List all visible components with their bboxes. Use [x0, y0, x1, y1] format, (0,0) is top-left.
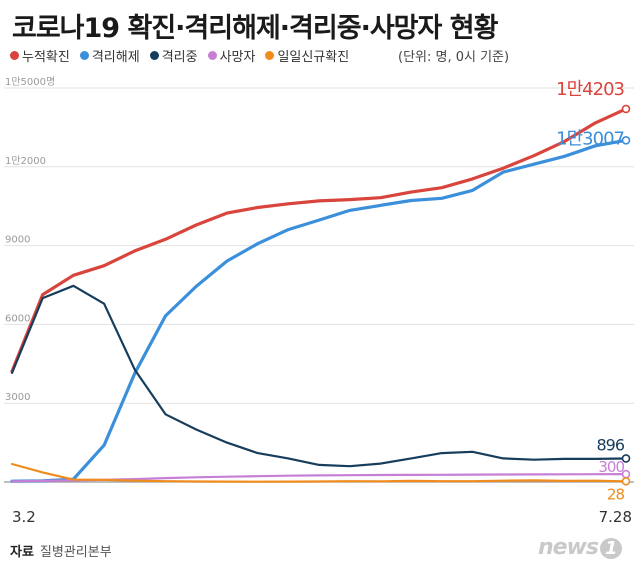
series-line — [10, 284, 628, 468]
series-line — [10, 138, 628, 483]
label-layer: 3.2 7.28 1만4203 1만3007 896 300 28 — [12, 79, 632, 526]
series-end-point — [621, 454, 631, 463]
unit-note: (단위: 명, 0시 기준) — [398, 50, 510, 65]
series-end-point — [621, 136, 631, 145]
y-tick-label: 3000 — [5, 392, 30, 403]
legend-item-deaths: 사망자 — [207, 46, 256, 65]
series-end-label: 1만4203 — [556, 79, 624, 100]
source-note: 자료 질병관리본부 — [10, 541, 112, 560]
y-tick-label: 6000 — [5, 313, 30, 324]
series-end-point — [621, 476, 631, 486]
legend-item-isolated: 격리중 — [149, 46, 198, 65]
source-label: 자료 — [10, 545, 34, 560]
logo-text: news — [538, 535, 599, 560]
legend-swatch — [265, 51, 275, 60]
legend-label: 사망자 — [219, 50, 256, 65]
legend-swatch — [79, 51, 89, 60]
series-end-label: 28 — [607, 485, 625, 503]
legend-item-cumulative: 누적확진 — [10, 46, 70, 65]
series-layer — [10, 104, 631, 486]
series-end-label: 1만3007 — [556, 128, 624, 149]
legend-item-daily: 일일신규확진 — [265, 46, 349, 65]
grid-layer: 3000 6000 9000 1만2000 1만5000명 — [4, 76, 634, 483]
legend-label: 누적확진 — [22, 50, 70, 65]
y-tick-label: 1만5000명 — [5, 76, 55, 88]
legend-item-released: 격리해제 — [79, 46, 140, 65]
legend-swatch — [207, 51, 217, 60]
legend-swatch — [10, 51, 19, 60]
page-title: 코로나19 확진·격리해제·격리중·사망자 현황 — [12, 13, 498, 44]
series-end-label: 300 — [598, 458, 624, 476]
news1-logo: news 1 — [538, 535, 622, 560]
x-tick-label: 7.28 — [599, 508, 632, 526]
logo-mark: 1 — [600, 538, 622, 559]
series-end-label: 896 — [596, 435, 624, 454]
series-line — [10, 462, 628, 483]
legend-label: 일일신규확진 — [277, 50, 350, 65]
series-line — [10, 107, 628, 373]
legend-swatch — [149, 51, 159, 60]
source-text: 질병관리본부 — [39, 545, 112, 560]
legend-label: 격리중 — [161, 50, 198, 65]
series-end-point — [621, 104, 631, 114]
y-tick-label: 9000 — [5, 235, 30, 246]
chart-legend: 누적확진 격리해제 격리중 사망자 일일신규확진 — [10, 46, 349, 65]
legend-label: 격리해제 — [91, 50, 140, 65]
x-tick-label: 3.2 — [12, 508, 36, 526]
y-tick-label: 1만2000 — [5, 155, 46, 167]
